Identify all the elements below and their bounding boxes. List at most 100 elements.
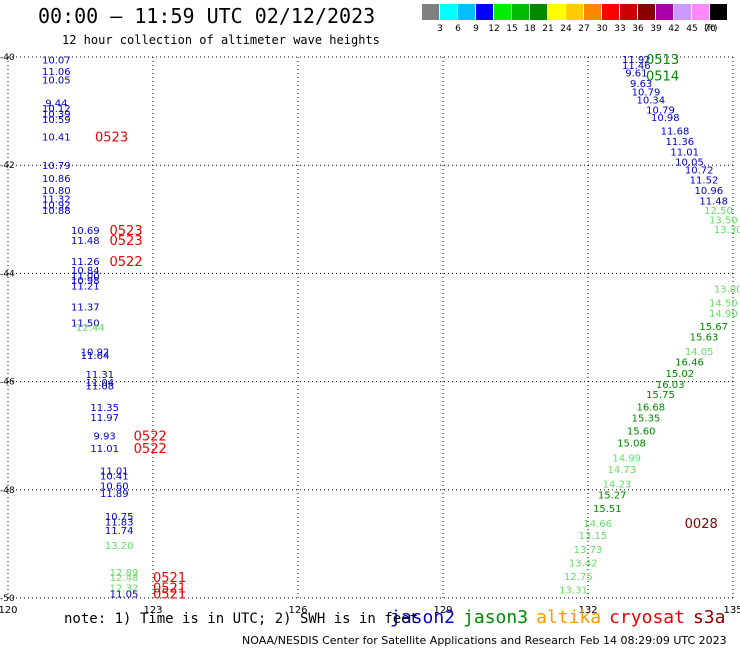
swh-data-label: 15.08 [617,439,646,450]
time-tag-label: 0523 [110,234,143,249]
swh-data-label: 12.44 [76,323,105,334]
swh-data-label: 15.02 [666,369,695,380]
color-swatch [530,4,547,20]
swh-data-label: 11.64 [81,351,110,362]
swh-data-label: 11.48 [71,236,100,247]
color-scale-label: 3 [437,24,443,34]
satellite-legend: jason2 jason3 altika cryosat s3a [390,607,733,628]
x-tick-label: 135 [723,605,740,616]
swh-data-label: 13.73 [574,545,603,556]
swh-data-label: 10.34 [637,96,666,107]
swh-data-label: 11.26 [71,257,100,268]
color-swatch [548,4,565,20]
swh-data-label: 10.41 [100,472,129,483]
swh-data-label: 15.67 [699,322,728,333]
swh-data-label: 12.50 [704,206,733,217]
swh-data-label: 10.84 [71,266,100,277]
swh-data-label: 11.35 [90,403,119,414]
color-scale-label: 42 [668,24,680,34]
swh-data-label: 10.92 [42,201,71,212]
swh-data-label: 11.01 [670,148,699,159]
time-tag-label: 0523 [95,131,128,146]
swh-data-label: 13.15 [579,531,608,542]
swh-data-label: 11.83 [105,518,134,529]
y-tick-label: -48 [0,486,15,496]
time-tag-label: 0522 [110,255,143,270]
footer-note: note: 1) Time is in UTC; 2) SWH is in fe… [64,611,419,627]
color-scale-label: 45 [686,24,698,34]
color-swatch [602,4,619,20]
satellite-legend-item: jason3 [463,607,529,628]
swh-data-label: 10.60 [100,481,129,492]
swh-data-label: 11.01 [90,444,119,455]
swh-data-label: 11.05 [110,590,139,601]
swh-data-label: 15.75 [646,390,675,401]
swh-data-label: 11.68 [661,127,690,138]
swh-data-label: 13.30 [714,225,740,236]
color-scale-label: 30 [596,24,608,34]
x-tick-label: 123 [143,605,162,616]
swh-data-label: 10.59 [42,115,71,126]
swh-data-label: 13.00 [714,285,740,296]
swh-data-label: 10.75 [105,512,134,523]
credit-timestamp: Feb 14 08:29:09 UTC 2023 [580,634,727,647]
color-swatch [476,4,493,20]
swh-data-label: 11.48 [699,196,728,207]
swh-data-label: 11.37 [71,302,100,313]
swh-data-label: 12.32 [110,584,139,595]
swh-data-label: 16.03 [656,380,685,391]
swh-data-label: 10.80 [42,186,71,197]
color-scale-label: 33 [614,24,626,34]
swh-data-label: 13.50 [709,215,738,226]
time-tag-label: 0522 [134,442,167,457]
swh-data-label: 14.05 [685,347,714,358]
time-tag-label: 0521 [153,571,186,586]
color-swatch [710,4,727,20]
swh-data-label: 11.21 [71,281,100,292]
satellite-legend-item: altika [536,607,602,628]
x-tick-label: 126 [288,605,307,616]
time-tag-label: 0521 [153,588,186,603]
swh-data-label: 11.92 [622,55,651,66]
time-tag-label: 0522 [134,430,167,445]
y-tick-label: -42 [0,161,15,171]
swh-data-label: 10.72 [685,166,714,177]
swh-data-label: 14.50 [709,299,738,310]
color-scale-label: 18 [524,24,536,34]
swh-data-label: 13.31 [559,585,588,596]
swh-data-label: 10.79 [632,88,661,99]
swh-data-label: 10.96 [695,186,724,197]
swh-data-label: 15.63 [690,333,719,344]
y-tick-label: -44 [0,269,15,279]
swh-data-label: 14.66 [583,519,612,530]
swh-data-label: 10.12 [42,104,71,115]
color-swatch [638,4,655,20]
swh-data-label: 13.20 [105,541,134,552]
satellite-legend-item: cryosat [609,607,685,628]
swh-data-label: 10.69 [71,226,100,237]
swh-data-label: 10.79 [42,161,71,172]
swh-data-label: 10.98 [71,276,100,287]
swh-data-label: 11.08 [86,381,115,392]
swh-data-label: 11.01 [100,466,129,477]
swh-data-label: 9.44 [45,98,67,109]
color-scale-label: 70 [704,24,716,34]
color-scale-label: 12 [488,24,500,34]
swh-data-label: 10.41 [42,133,71,144]
swh-data-label: 16.46 [675,358,704,369]
satellite-legend-item: jason2 [390,607,456,628]
swh-data-label: 11.32 [42,195,71,206]
color-scale-label: 9 [473,24,479,34]
swh-data-label: 11.50 [71,319,100,330]
swh-data-label: 11.52 [690,175,719,186]
color-swatch [674,4,691,20]
y-tick-label: -40 [0,53,15,63]
swh-data-label: 14.99 [612,453,641,464]
x-tick-label: 129 [433,605,452,616]
color-scale-label: 39 [650,24,662,34]
chart-subtitle: 12 hour collection of altimeter wave hei… [62,33,380,47]
swh-data-label: 14.73 [608,465,637,476]
swh-data-label: 10.39 [42,109,71,120]
color-scale-label: 15 [506,24,518,34]
